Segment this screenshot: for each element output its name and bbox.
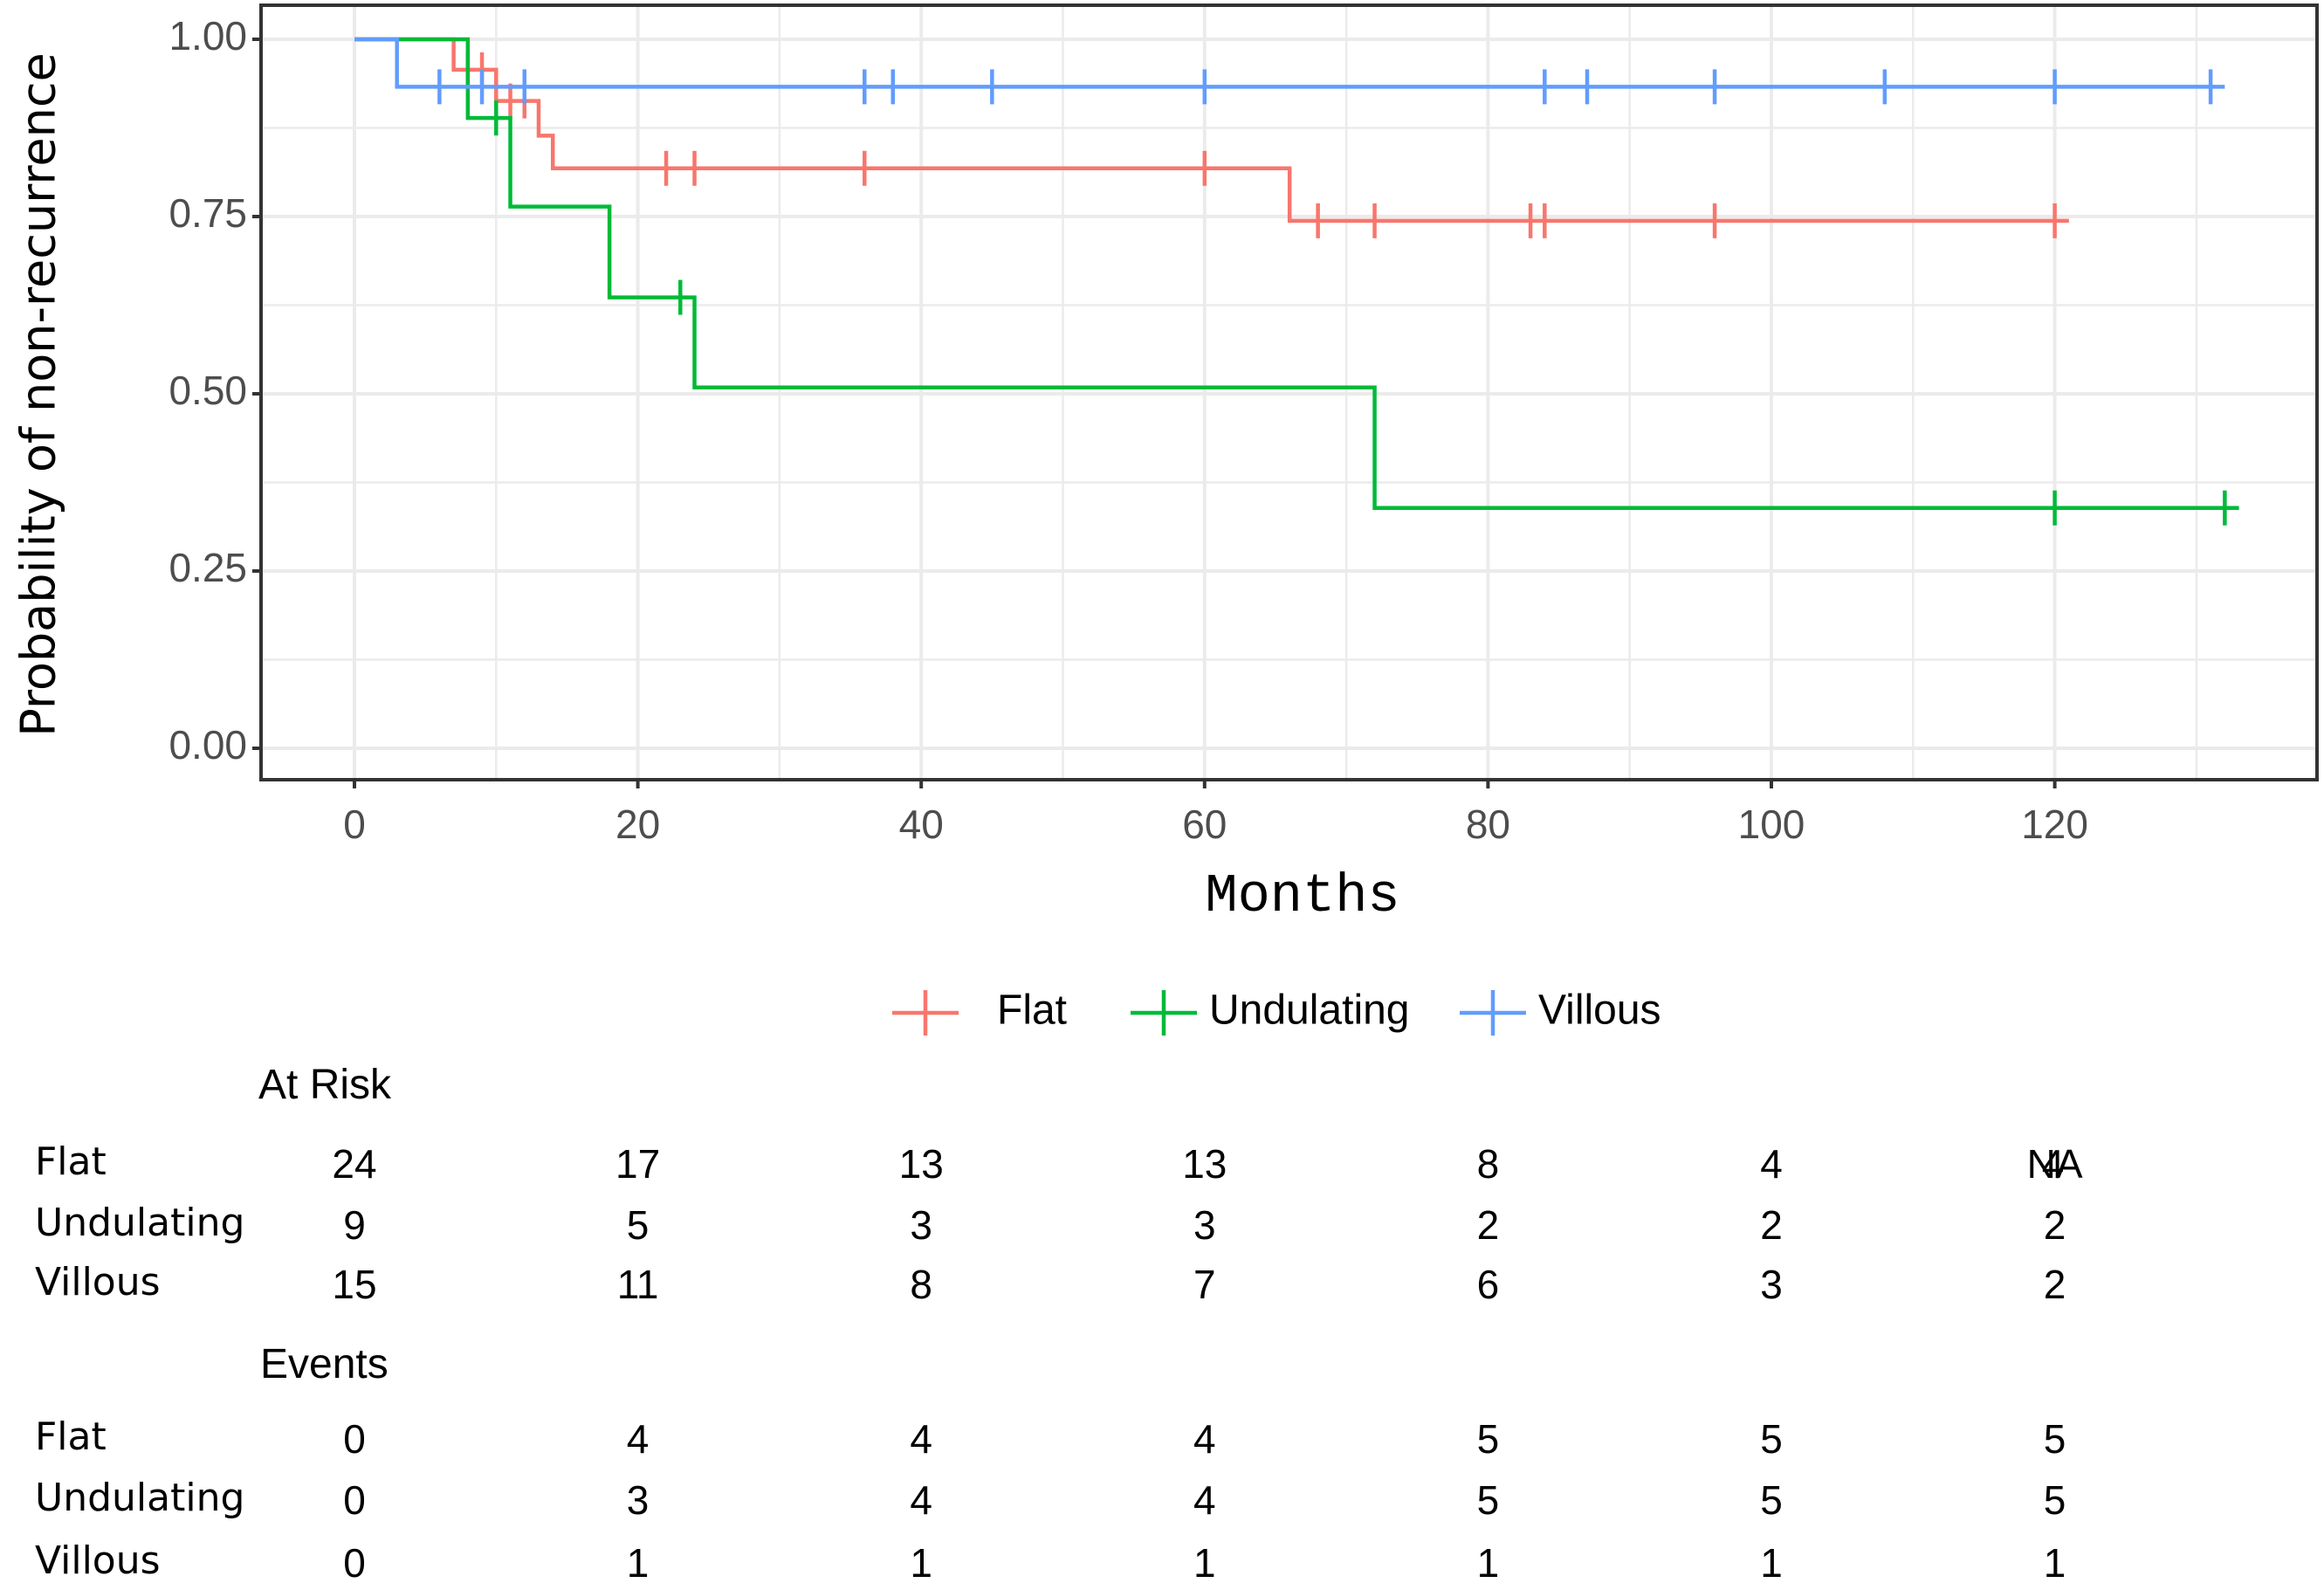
table-cell: 4: [627, 1416, 650, 1462]
table-cell: 4: [1760, 1141, 1783, 1187]
gridlines: [261, 5, 2317, 780]
table-cell: 4: [1193, 1477, 1216, 1523]
table-cell: 5: [2044, 1477, 2066, 1523]
table-cell: 4: [910, 1416, 932, 1462]
table-cell: 0: [343, 1416, 366, 1462]
x-tick-label: 40: [899, 802, 944, 847]
events-table: Flat 0 4 4 4 5 5 5 Undulating 0 3 4 4 5 5 5 Villous 0 1 1 1 1…: [35, 1414, 2066, 1583]
table-cell: 1: [1760, 1540, 1783, 1583]
table-cell: 1: [2044, 1540, 2066, 1583]
table-row: Villous 15 11 8 7 6 3 2: [35, 1260, 2066, 1307]
y-axis-ticks: 0.00 0.25 0.50 0.75 1.00: [168, 13, 261, 767]
y-tick-label: 0.75: [168, 190, 247, 236]
table-cell: 2: [1760, 1202, 1783, 1248]
row-label: Villous: [35, 1538, 161, 1583]
table-cell: 6: [1477, 1262, 1500, 1307]
table-cell: 5: [1477, 1477, 1500, 1523]
row-label: Villous: [35, 1260, 161, 1304]
plot-panel: [259, 3, 2319, 781]
y-tick-label: 1.00: [168, 13, 247, 59]
x-tick-label: 20: [615, 802, 660, 847]
table-cell: NA: [2027, 1141, 2083, 1187]
table-cell: 1: [910, 1540, 932, 1583]
row-label: Undulating: [35, 1476, 244, 1520]
table-cell: 3: [627, 1477, 650, 1523]
legend-label: Flat: [997, 988, 1067, 1034]
table-cell: 24: [332, 1141, 376, 1187]
x-tick-label: 120: [2021, 802, 2088, 847]
row-label: Undulating: [35, 1201, 244, 1245]
at-risk-title: At Risk: [258, 1062, 392, 1108]
table-cell: 5: [1477, 1416, 1500, 1462]
legend-item-villous: Villous: [1460, 988, 1661, 1036]
x-tick-label: 60: [1182, 802, 1227, 847]
table-row: Undulating 0 3 4 4 5 5 5: [35, 1476, 2066, 1523]
legend-label: Villous: [1538, 988, 1661, 1034]
survival-line: [354, 37, 2225, 89]
table-cell: 17: [615, 1141, 660, 1187]
x-axis-ticks: 0 20 40 60 80 100 120: [343, 780, 2088, 847]
y-tick-label: 0.25: [168, 545, 247, 590]
table-cell: 3: [1760, 1262, 1783, 1307]
survival-line: [354, 37, 2239, 510]
overlap-glyph: 4: [2042, 1141, 2065, 1187]
table-cell: 5: [2044, 1416, 2066, 1462]
table-cell: 11: [617, 1262, 659, 1307]
survival-curves: [354, 37, 2239, 526]
table-cell: 3: [910, 1202, 932, 1248]
table-cell: 9: [343, 1202, 366, 1248]
x-tick-label: 100: [1738, 802, 1805, 847]
table-cell: 0: [343, 1540, 366, 1583]
curve-undulating: [354, 37, 2239, 526]
row-label: Flat: [35, 1414, 107, 1459]
table-row: Flat 24 17 13 13 8 4 NA: [35, 1139, 2083, 1187]
table-cell: 13: [899, 1141, 944, 1187]
table-cell: 3: [1193, 1202, 1216, 1248]
legend-item-flat: Flat: [892, 988, 1067, 1036]
events-title: Events: [260, 1341, 388, 1387]
table-cell: 5: [627, 1202, 650, 1248]
table-cell: 1: [627, 1540, 650, 1583]
curve-villous: [354, 37, 2225, 105]
legend-item-undulating: Undulating: [1131, 988, 1410, 1036]
table-cell: 2: [2044, 1262, 2066, 1307]
table-cell: 8: [1477, 1141, 1500, 1187]
table-cell: 0: [343, 1477, 366, 1523]
table-cell: 13: [1182, 1141, 1227, 1187]
table-cell: 2: [2044, 1202, 2066, 1248]
table-cell: 5: [1760, 1477, 1783, 1523]
table-cell: 4: [1193, 1416, 1216, 1462]
x-axis-title: Months: [1205, 865, 1399, 927]
y-tick-label: 0.00: [168, 722, 247, 767]
table-row: Flat 0 4 4 4 5 5 5: [35, 1414, 2066, 1462]
y-axis-title: Probability of non-recurrence: [11, 52, 66, 737]
table-cell: 4: [910, 1477, 932, 1523]
row-label: Flat: [35, 1139, 107, 1184]
table-cell: 7: [1193, 1262, 1216, 1307]
table-row: Villous 0 1 1 1 1 1 1: [35, 1538, 2066, 1583]
table-cell: 5: [1760, 1416, 1783, 1462]
table-cell: 15: [332, 1262, 376, 1307]
x-tick-label: 0: [343, 802, 366, 847]
table-cell: 1: [1193, 1540, 1216, 1583]
x-tick-label: 80: [1466, 802, 1510, 847]
legend-label: Undulating: [1209, 988, 1410, 1034]
table-row: Undulating 9 5 3 3 2 2 2: [35, 1201, 2066, 1248]
table-cell: 8: [910, 1262, 932, 1307]
table-cell: 1: [1477, 1540, 1500, 1583]
survival-line: [354, 37, 2069, 224]
table-cell: 2: [1477, 1202, 1500, 1248]
legend: Flat Undulating Villous: [892, 988, 1661, 1036]
y-tick-label: 0.50: [168, 368, 247, 413]
